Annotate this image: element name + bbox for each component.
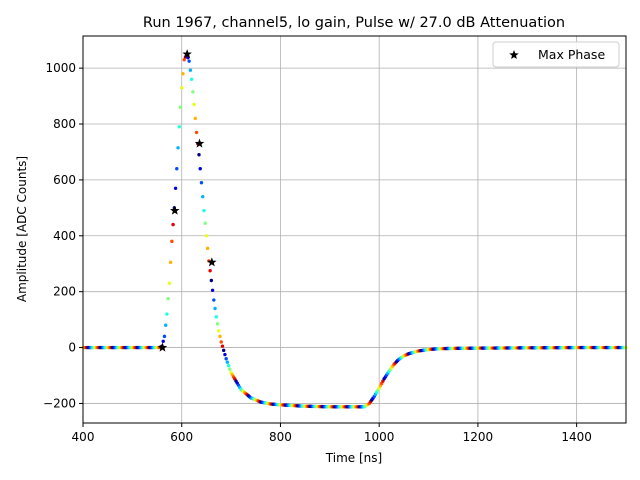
waveform-point (180, 85, 184, 90)
waveform-point (162, 334, 167, 339)
max-phase-star (194, 138, 205, 148)
waveform-point (173, 186, 178, 190)
waveform-point (187, 59, 191, 63)
x-tick-label: 600 (170, 430, 193, 444)
waveform-point (203, 221, 207, 225)
legend-entry-max-phase: Max Phase (538, 47, 605, 62)
waveform-point (176, 146, 180, 150)
waveform-point (218, 334, 222, 339)
waveform-point (201, 194, 205, 199)
waveform-point (161, 339, 165, 343)
x-axis-label: Time [ns] (325, 451, 382, 465)
waveform-point (224, 357, 228, 361)
waveform-point (204, 234, 209, 238)
x-tick-label: 1000 (364, 430, 395, 444)
grid (82, 36, 626, 423)
waveform-point (197, 153, 201, 157)
x-tick-label: 400 (72, 430, 95, 444)
waveform-point (210, 288, 215, 292)
y-tick-label: 1000 (45, 61, 76, 75)
waveform-point (181, 72, 185, 76)
y-tick-label: 0 (68, 341, 76, 355)
waveform-point (226, 364, 231, 368)
waveform-point (171, 222, 175, 227)
waveform-point (225, 360, 230, 364)
waveform-point (189, 77, 194, 82)
waveform-point (166, 296, 170, 301)
waveform-point (213, 306, 217, 311)
legend: Max Phase (492, 41, 620, 68)
max-phase-star (170, 205, 180, 215)
waveform-point (205, 246, 210, 251)
y-tick-label: −200 (43, 396, 76, 410)
max-phase-star (207, 257, 217, 267)
waveform-point (223, 352, 227, 357)
waveform-point (215, 322, 220, 326)
waveform-point (219, 340, 223, 344)
y-tick-label: 200 (53, 285, 76, 299)
waveform-point (177, 125, 181, 129)
waveform-point (209, 278, 214, 283)
chart-title: Run 1967, channel5, lo gain, Pulse w/ 27… (143, 15, 565, 31)
waveform-point (208, 269, 212, 273)
y-tick-label: 400 (53, 229, 76, 243)
waveform-point (170, 239, 174, 244)
waveform-point (194, 130, 199, 135)
waveform-point (163, 323, 168, 327)
waveform-point (165, 312, 169, 316)
waveform-point (212, 298, 216, 302)
legend-star-marker (509, 50, 519, 60)
y-tick-label: 800 (53, 117, 76, 131)
waveform-point (167, 281, 172, 285)
y-tick-label: 600 (53, 173, 76, 187)
plot-frame (82, 35, 627, 424)
x-tick-label: 1200 (463, 430, 494, 444)
waveform-point (228, 367, 232, 371)
waveform-point (214, 315, 218, 319)
y-axis-label: Amplitude [ADC Counts] (15, 156, 29, 302)
waveform-point (168, 260, 173, 265)
waveform-point (220, 344, 225, 348)
waveform-point (191, 90, 195, 94)
waveform-point (221, 348, 226, 353)
waveform-point (193, 116, 197, 121)
x-tick-label: 1400 (561, 430, 592, 444)
waveform-point (202, 208, 206, 213)
legend-star (509, 50, 519, 60)
waveform-point (198, 167, 202, 171)
legend-box (492, 41, 620, 68)
max-phase-star (182, 49, 192, 59)
waveform-point (178, 105, 183, 109)
waveform-point (192, 102, 196, 107)
max-phase-star (157, 342, 168, 352)
waveform-point (199, 181, 204, 185)
waveform-point (217, 329, 221, 333)
max-phase-markers (157, 49, 217, 352)
axes: 400 600 800 1000 1200 1400 −200 0 200 400 600 800 10… (43, 61, 592, 444)
plot-area (81, 52, 628, 409)
x-tick-label: 800 (269, 430, 292, 444)
waveform-point (188, 68, 193, 72)
waveform-point (182, 58, 186, 62)
waveform-point (175, 167, 179, 171)
